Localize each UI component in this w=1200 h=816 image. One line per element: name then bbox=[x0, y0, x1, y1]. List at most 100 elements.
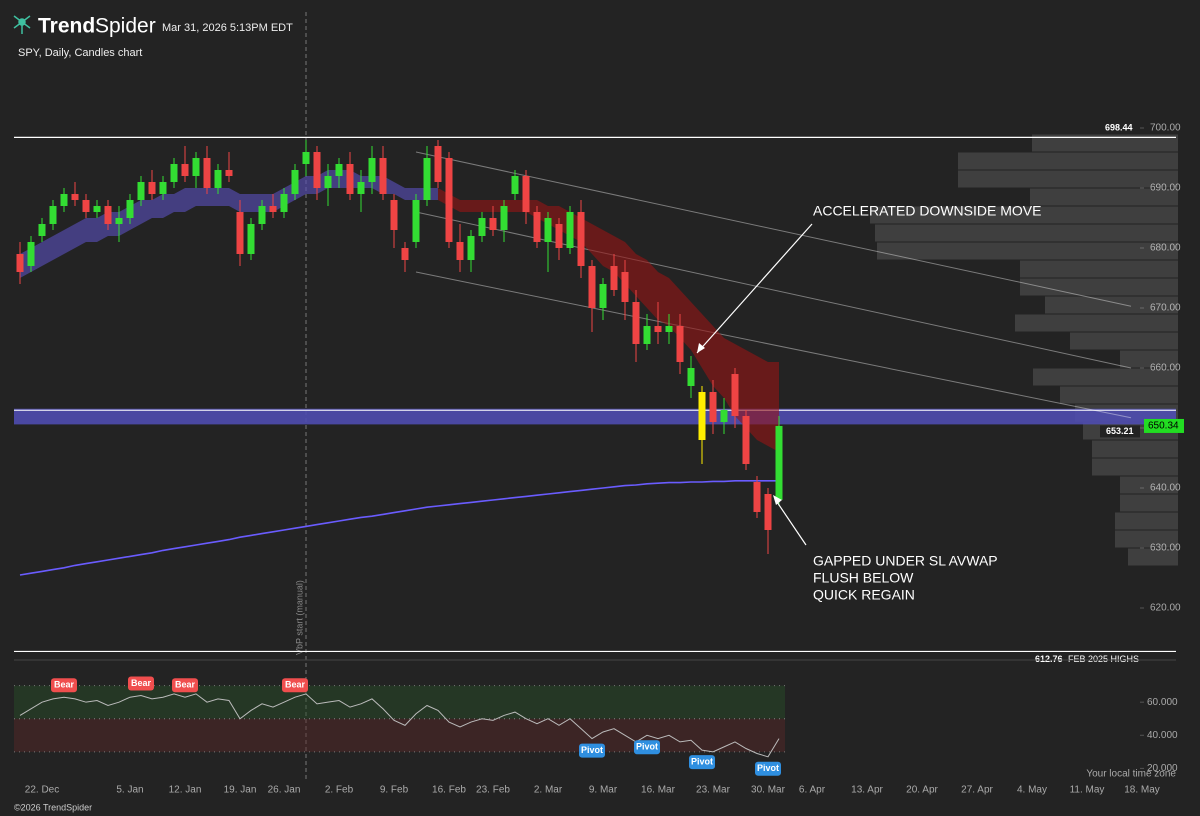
arrow bbox=[774, 498, 807, 546]
signal-label: Bear bbox=[131, 678, 152, 688]
rsi-tick-label: 40.000 bbox=[1147, 730, 1178, 741]
volume-profile-bar bbox=[1092, 440, 1178, 458]
volume-profile-bar bbox=[1033, 368, 1178, 386]
logo-light: Spider bbox=[95, 15, 156, 38]
volume-profile-bar bbox=[1060, 386, 1178, 404]
candle-body bbox=[335, 164, 343, 176]
x-tick-label: 22. Dec bbox=[25, 785, 59, 796]
candle-body bbox=[511, 176, 519, 194]
volume-profile-bar bbox=[958, 170, 1178, 188]
candle-body bbox=[368, 158, 376, 182]
signal-label: Bear bbox=[285, 680, 306, 690]
signal-label: Pivot bbox=[581, 745, 603, 755]
volume-profile-bar bbox=[1020, 260, 1178, 278]
candle-body bbox=[698, 392, 706, 440]
rsi-tick-label: 60.000 bbox=[1147, 697, 1178, 708]
signal-label: Pivot bbox=[757, 763, 779, 773]
candle-body bbox=[390, 200, 398, 230]
candle-body bbox=[16, 254, 24, 272]
volume-profile-bar bbox=[1030, 188, 1178, 206]
channel-line bbox=[415, 151, 1132, 307]
candle-body bbox=[654, 326, 662, 332]
x-tick-label: 26. Jan bbox=[268, 785, 301, 796]
volume-profile-bar bbox=[1115, 530, 1178, 548]
volume-profile-bar bbox=[1115, 512, 1178, 530]
candle-body bbox=[302, 152, 310, 164]
candle-body bbox=[665, 326, 673, 332]
candle-body bbox=[489, 218, 497, 230]
candle-body bbox=[445, 158, 453, 242]
candle-body bbox=[159, 182, 167, 194]
rsi-line bbox=[19, 693, 780, 758]
candle-body bbox=[533, 212, 541, 242]
candle-body bbox=[764, 494, 772, 530]
candle-body bbox=[544, 218, 552, 242]
volume-profile-bar bbox=[870, 206, 1178, 224]
signal-badge bbox=[128, 676, 154, 691]
x-tick-label: 5. Jan bbox=[116, 785, 143, 796]
y-tick-label: 660.00 bbox=[1150, 363, 1181, 374]
candle-body bbox=[236, 212, 244, 254]
level-label: 612.76 bbox=[1035, 654, 1063, 664]
candle-body bbox=[170, 164, 178, 182]
candle-body bbox=[137, 182, 145, 200]
candle-body bbox=[720, 410, 728, 422]
candle-body bbox=[632, 302, 640, 344]
y-tick-label: 680.00 bbox=[1150, 243, 1181, 254]
volume-profile-bar bbox=[875, 224, 1178, 242]
volume-profile-bar bbox=[958, 152, 1178, 170]
y-tick-label: 700.00 bbox=[1150, 123, 1181, 134]
candle-body bbox=[181, 164, 189, 176]
last-price-label: 650.34 bbox=[1148, 421, 1179, 432]
candle-body bbox=[214, 170, 222, 188]
x-tick-label: 23. Feb bbox=[476, 785, 510, 796]
candle-body bbox=[346, 164, 354, 194]
volume-profile-bar bbox=[1032, 134, 1178, 152]
zone-label-bg bbox=[1100, 425, 1140, 438]
candle-body bbox=[49, 206, 57, 224]
volume-profile-bar bbox=[1045, 296, 1178, 314]
candle-body bbox=[522, 176, 530, 212]
candle-body bbox=[192, 158, 200, 176]
candle-body bbox=[401, 248, 409, 260]
volume-profile-bar bbox=[1120, 494, 1178, 512]
signal-label: Pivot bbox=[691, 757, 713, 767]
volume-profile-bar bbox=[1120, 350, 1178, 368]
annotation: QUICK REGAIN bbox=[813, 587, 915, 603]
signal-label: Bear bbox=[175, 680, 196, 690]
candle-body bbox=[269, 206, 277, 212]
y-tick-label: 640.00 bbox=[1150, 483, 1181, 494]
y-tick-label: 620.00 bbox=[1150, 603, 1181, 614]
x-tick-label: 23. Mar bbox=[696, 785, 731, 796]
volume-profile-bar bbox=[1015, 314, 1178, 332]
candle-body bbox=[621, 272, 629, 302]
candle-body bbox=[676, 326, 684, 362]
volume-profile-bar bbox=[877, 242, 1178, 260]
cloud bbox=[20, 170, 438, 278]
candle-body bbox=[423, 158, 431, 200]
x-tick-label: 2. Feb bbox=[325, 785, 354, 796]
arrow-head bbox=[697, 343, 705, 353]
x-tick-label: 16. Feb bbox=[432, 785, 466, 796]
candle-body bbox=[753, 482, 761, 512]
candle-body bbox=[313, 152, 321, 188]
candle-body bbox=[588, 266, 596, 308]
x-tick-label: 9. Feb bbox=[380, 785, 409, 796]
arrow-head bbox=[773, 495, 782, 505]
volume-profile-bar bbox=[1128, 548, 1178, 566]
timezone-note: Your local time zone bbox=[1086, 769, 1176, 780]
candle-body bbox=[71, 194, 79, 200]
level-note: FEB 2025 HIGHS bbox=[1068, 654, 1139, 664]
y-tick-label: 630.00 bbox=[1150, 543, 1181, 554]
candle-body bbox=[687, 368, 695, 386]
annotation: FLUSH BELOW bbox=[813, 570, 914, 586]
candle-body bbox=[610, 266, 618, 290]
signal-label: Pivot bbox=[636, 742, 658, 752]
candle-body bbox=[456, 242, 464, 260]
candle-body bbox=[324, 176, 332, 188]
x-tick-label: 2. Mar bbox=[534, 785, 563, 796]
candle-body bbox=[731, 374, 739, 416]
channel-line bbox=[415, 271, 1132, 419]
